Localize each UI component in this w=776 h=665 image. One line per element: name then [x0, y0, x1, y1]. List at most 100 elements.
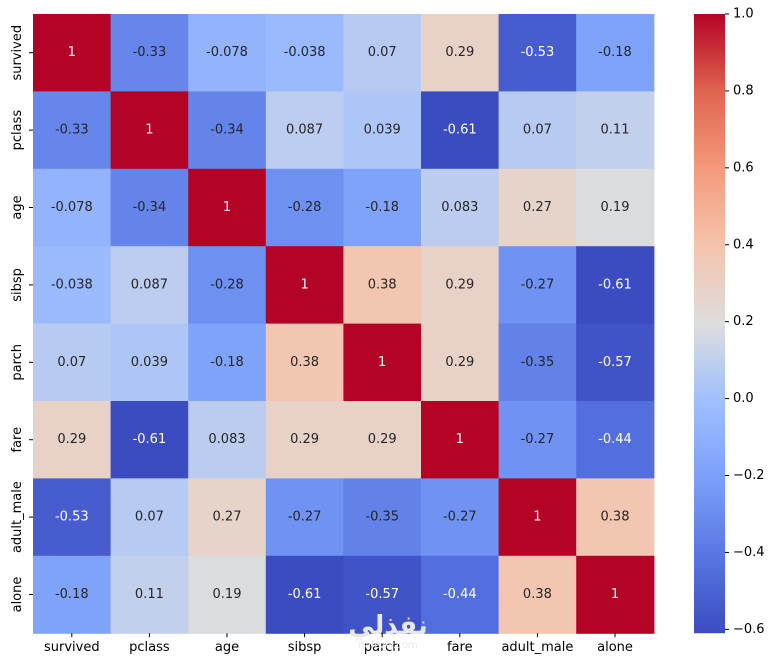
cell-annotation: -0.18 [365, 200, 399, 215]
colorbar-gradient [694, 14, 725, 634]
heatmap-cell [421, 168, 500, 247]
heatmap-cell [110, 14, 189, 92]
heatmap-cell [188, 478, 267, 557]
heatmap-cell [188, 91, 267, 170]
cell-annotation: 0.087 [131, 277, 168, 292]
heatmap-cell [421, 555, 500, 634]
cell-annotation: 0.07 [523, 123, 552, 138]
heatmap-cell [110, 555, 189, 634]
cell-annotation: -0.61 [598, 277, 632, 292]
y-tick-label: pclass [10, 110, 25, 151]
heatmap-cell [188, 323, 267, 402]
heatmap-cell [343, 246, 422, 325]
colorbar-tick-label: −0.6 [733, 622, 765, 637]
cell-annotation: -0.61 [133, 432, 167, 447]
cell-annotation: 0.29 [445, 277, 474, 292]
cell-annotation: -0.078 [51, 200, 93, 215]
heatmap-cell [343, 555, 422, 634]
cell-annotation: -0.44 [443, 587, 477, 602]
heatmap-cell [265, 323, 344, 402]
heatmap-cell [576, 555, 655, 634]
x-tick-label: adult_male [501, 640, 573, 655]
x-tick-label: survived [44, 640, 100, 655]
cell-annotation: 0.07 [57, 355, 86, 370]
cell-annotation: -0.078 [206, 45, 248, 60]
heatmap-cell [498, 478, 577, 557]
cell-annotation: -0.35 [365, 510, 399, 525]
heatmap-cell [343, 401, 422, 479]
cell-annotation: 0.38 [368, 277, 397, 292]
heatmap-cell [110, 323, 189, 402]
colorbar-tick-label: −0.4 [733, 545, 765, 560]
cell-annotation: 1 [145, 123, 153, 138]
cell-annotation: -0.27 [288, 510, 322, 525]
cell-annotation: -0.18 [598, 45, 632, 60]
heatmap-cell [110, 478, 189, 557]
y-tick-label: survived [10, 25, 25, 81]
y-tick-label: fare [10, 427, 25, 453]
heatmap-cell [188, 555, 267, 634]
heatmap-annotations: 1 -0.33 -0.078 -0.038 0.07 0.29 -0.53 -0.18 -0.3… [51, 45, 632, 602]
cell-annotation: -0.35 [521, 355, 555, 370]
heatmap-cell [498, 555, 577, 634]
cell-annotation: 0.19 [601, 200, 630, 215]
cell-annotation: 0.38 [290, 355, 319, 370]
cell-annotation: -0.038 [284, 45, 326, 60]
cell-annotation: -0.27 [521, 432, 555, 447]
cell-annotation: -0.53 [55, 510, 89, 525]
cell-annotation: 0.38 [601, 510, 630, 525]
heatmap-cell [110, 246, 189, 325]
cell-annotation: -0.33 [55, 123, 89, 138]
heatmap-cell [265, 168, 344, 247]
cell-annotation: 1 [378, 355, 386, 370]
heatmap-cell [498, 323, 577, 402]
cell-annotation: -0.57 [365, 587, 399, 602]
cell-annotation: 0.29 [57, 432, 86, 447]
heatmap-cell [343, 168, 422, 247]
cell-annotation: 1 [223, 200, 231, 215]
heatmap-cell [265, 14, 344, 92]
heatmap-cell [188, 14, 267, 92]
heatmap-cell [421, 14, 500, 92]
cell-annotation: 1 [68, 45, 76, 60]
cell-annotation: 0.29 [290, 432, 319, 447]
heatmap-cell [343, 14, 422, 92]
heatmap-cell [576, 323, 655, 402]
heatmap-cell [110, 168, 189, 247]
cell-annotation: -0.61 [443, 123, 477, 138]
colorbar-tick-label: 0.8 [733, 83, 754, 98]
cell-annotation: 0.07 [135, 510, 164, 525]
cell-annotation: 0.039 [131, 355, 168, 370]
colorbar: 1.0 0.8 0.6 0.4 0.2 0.0 −0.2 −0.4 −0.6 [694, 7, 765, 637]
colorbar-tick-label: 0.6 [733, 160, 754, 175]
cell-annotation: 0.29 [445, 355, 474, 370]
cell-annotation: 0.039 [364, 123, 401, 138]
heatmap-cell [498, 168, 577, 247]
heatmap-cell [265, 401, 344, 479]
heatmap-cell [576, 14, 655, 92]
cell-annotation: 0.27 [213, 510, 242, 525]
cell-annotation: 0.19 [213, 587, 242, 602]
cell-annotation: -0.27 [521, 277, 555, 292]
y-tick-label: age [10, 195, 25, 219]
heatmap-cell [421, 401, 500, 479]
cell-annotation: 1 [300, 277, 308, 292]
heatmap-cell [343, 323, 422, 402]
y-tick-label: sibsp [10, 268, 25, 302]
heatmap-cell [576, 168, 655, 247]
colorbar-tick-label: 0.0 [733, 391, 754, 406]
heatmap-cell [33, 323, 112, 402]
heatmap-cell [576, 401, 655, 479]
heatmap-cell [265, 478, 344, 557]
cell-annotation: 0.083 [441, 200, 478, 215]
heatmap-cell [188, 168, 267, 247]
heatmap-cell [188, 246, 267, 325]
cell-annotation: -0.18 [55, 587, 89, 602]
cell-annotation: -0.18 [210, 355, 244, 370]
cell-annotation: 0.27 [523, 200, 552, 215]
cell-annotation: 1 [611, 587, 619, 602]
heatmap-cell [33, 555, 112, 634]
heatmap-cell [576, 91, 655, 170]
heatmap-cell [33, 91, 112, 170]
